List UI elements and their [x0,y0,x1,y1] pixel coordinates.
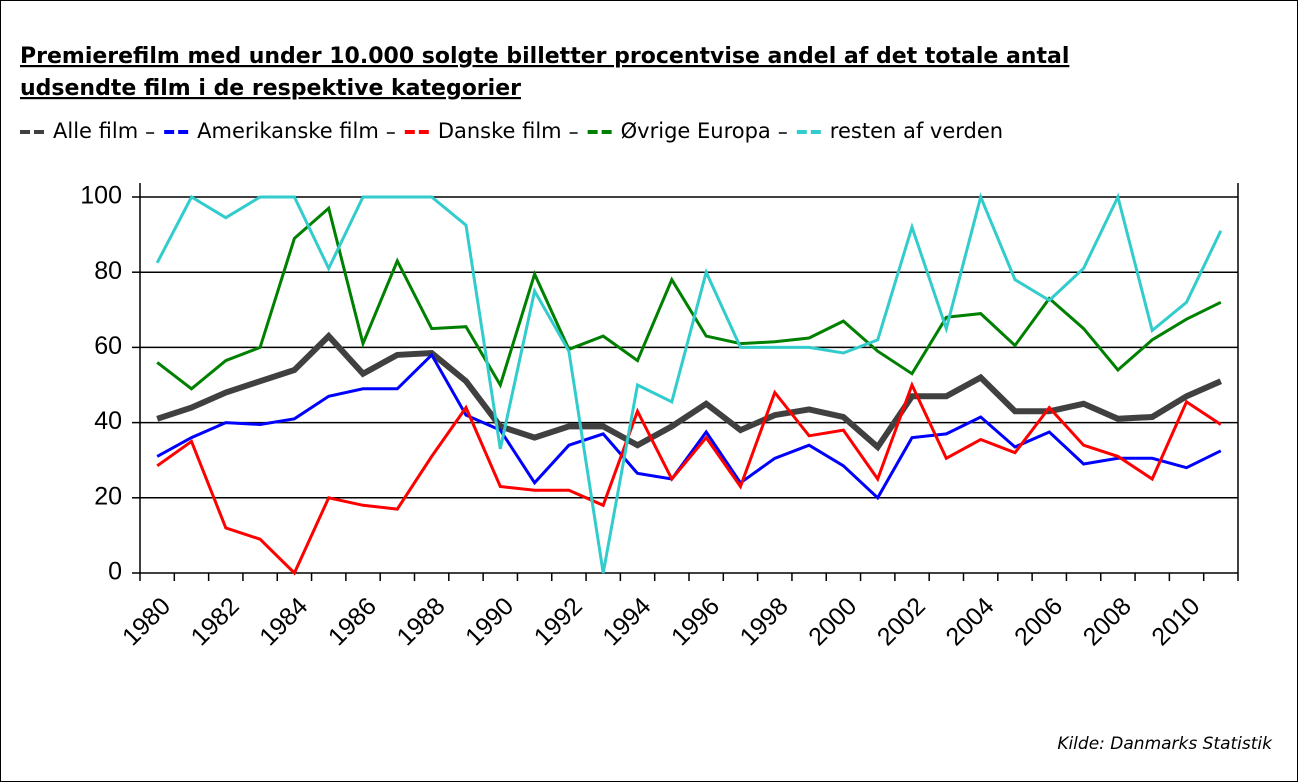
y-tick-label: 100 [80,182,122,210]
y-tick-label: 40 [94,407,122,435]
chart-title: Premierefilm med under 10.000 solgte bil… [20,44,1069,69]
series-line [155,192,1223,574]
y-tick-label: 20 [94,482,122,510]
series-line [156,205,1222,391]
series-line [156,352,1222,501]
y-tick-label: 60 [94,332,122,360]
y-tick-label: 0 [108,558,122,586]
legend-label: Alle film [53,119,138,143]
chart-title: udsendte film i de respektive kategorier [20,76,521,101]
y-tick-label: 80 [94,257,122,285]
legend-label: Amerikanske film [197,119,379,143]
legend-label: Øvrige Europa [621,119,771,143]
series-line [156,381,1222,576]
source: Kilde: Danmarks Statistik [1057,734,1273,754]
series-line [156,331,1223,452]
legend-label: resten af verden [830,119,1003,143]
legend-label: Danske film [438,119,562,143]
